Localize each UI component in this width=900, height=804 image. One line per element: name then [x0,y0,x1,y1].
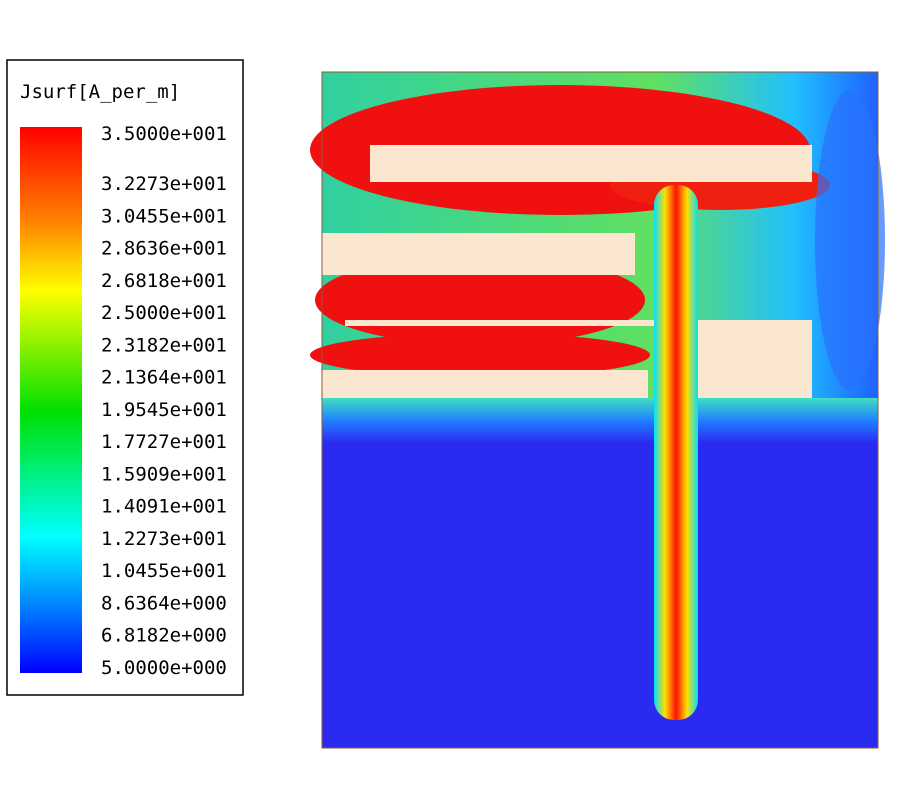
legend-label: 3.5000e+001 [101,123,227,145]
legend-label: 6.8182e+000 [101,625,227,647]
legend-labels: 3.5000e+001 3.2273e+001 3.0455e+001 2.8636e… [101,123,227,679]
slot [322,370,648,398]
legend-title: Jsurf[A_per_m] [20,81,180,103]
legend-label: 3.2273e+001 [101,173,227,195]
lower-field [322,398,878,748]
legend-label: 2.1364e+001 [101,367,227,389]
board-outline [321,71,879,749]
legend-label: 2.5000e+001 [101,302,227,324]
slot [370,145,812,182]
cool-region [815,90,885,390]
legend-label: 1.0455e+001 [101,560,227,582]
legend-label: 3.0455e+001 [101,205,227,227]
legend-label: 1.4091e+001 [101,496,227,518]
legend-label: 5.0000e+000 [101,657,227,679]
slot [695,320,812,398]
legend-label: 1.7727e+001 [101,431,227,453]
slot [345,320,660,326]
edge-field [322,398,878,443]
legend-label: 2.6818e+001 [101,270,227,292]
legend: Jsurf[A_per_m] 3.5000e+001 3.2273e+001 3.0… [6,59,244,696]
slot [322,233,635,275]
field-plot [310,71,885,749]
color-bar [20,127,82,673]
hot-region [310,333,650,377]
legend-label: 1.9545e+001 [101,399,227,421]
feed-line [654,185,698,720]
legend-label: 8.6364e+000 [101,592,227,614]
legend-label: 1.5909e+001 [101,463,227,485]
legend-label: 2.3182e+001 [101,334,227,356]
legend-label: 2.8636e+001 [101,238,227,260]
legend-label: 1.2273e+001 [101,528,227,550]
